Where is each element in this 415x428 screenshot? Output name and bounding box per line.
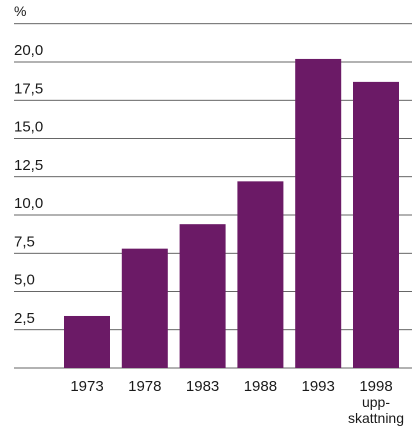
x-tick-label: 1998 — [359, 378, 392, 395]
y-tick-label: 7,5 — [14, 233, 35, 250]
bar-1983 — [179, 224, 226, 368]
bar-1998 — [353, 81, 399, 368]
y-tick-label: 15,0 — [14, 119, 43, 136]
bars — [64, 58, 399, 368]
y-tick-label: 2,5 — [14, 310, 35, 327]
y-tick-label: 10,0 — [14, 195, 43, 212]
y-unit-label: % — [14, 3, 26, 19]
y-tick-label: 20,0 — [14, 42, 43, 59]
bar-1978 — [121, 248, 168, 368]
y-tick-labels: 2,5 5,0 7,5 10,0 12,5 15,0 17,5 20,0 — [14, 42, 43, 327]
x-tick-label: 1973 — [70, 378, 103, 395]
x-tick-label: 1978 — [128, 378, 161, 395]
x-tick-label: 1983 — [186, 378, 219, 395]
bar-1988 — [237, 181, 284, 368]
bar-1993 — [295, 58, 342, 368]
y-tick-label: 5,0 — [14, 272, 35, 289]
y-tick-label: 17,5 — [14, 80, 43, 97]
x-tick-note: upp-skattning — [348, 394, 404, 426]
x-tick-label: 1993 — [302, 378, 335, 395]
bar-1973 — [64, 315, 110, 368]
x-tick-label: 1988 — [244, 378, 277, 395]
y-tick-label: 12,5 — [14, 157, 43, 174]
